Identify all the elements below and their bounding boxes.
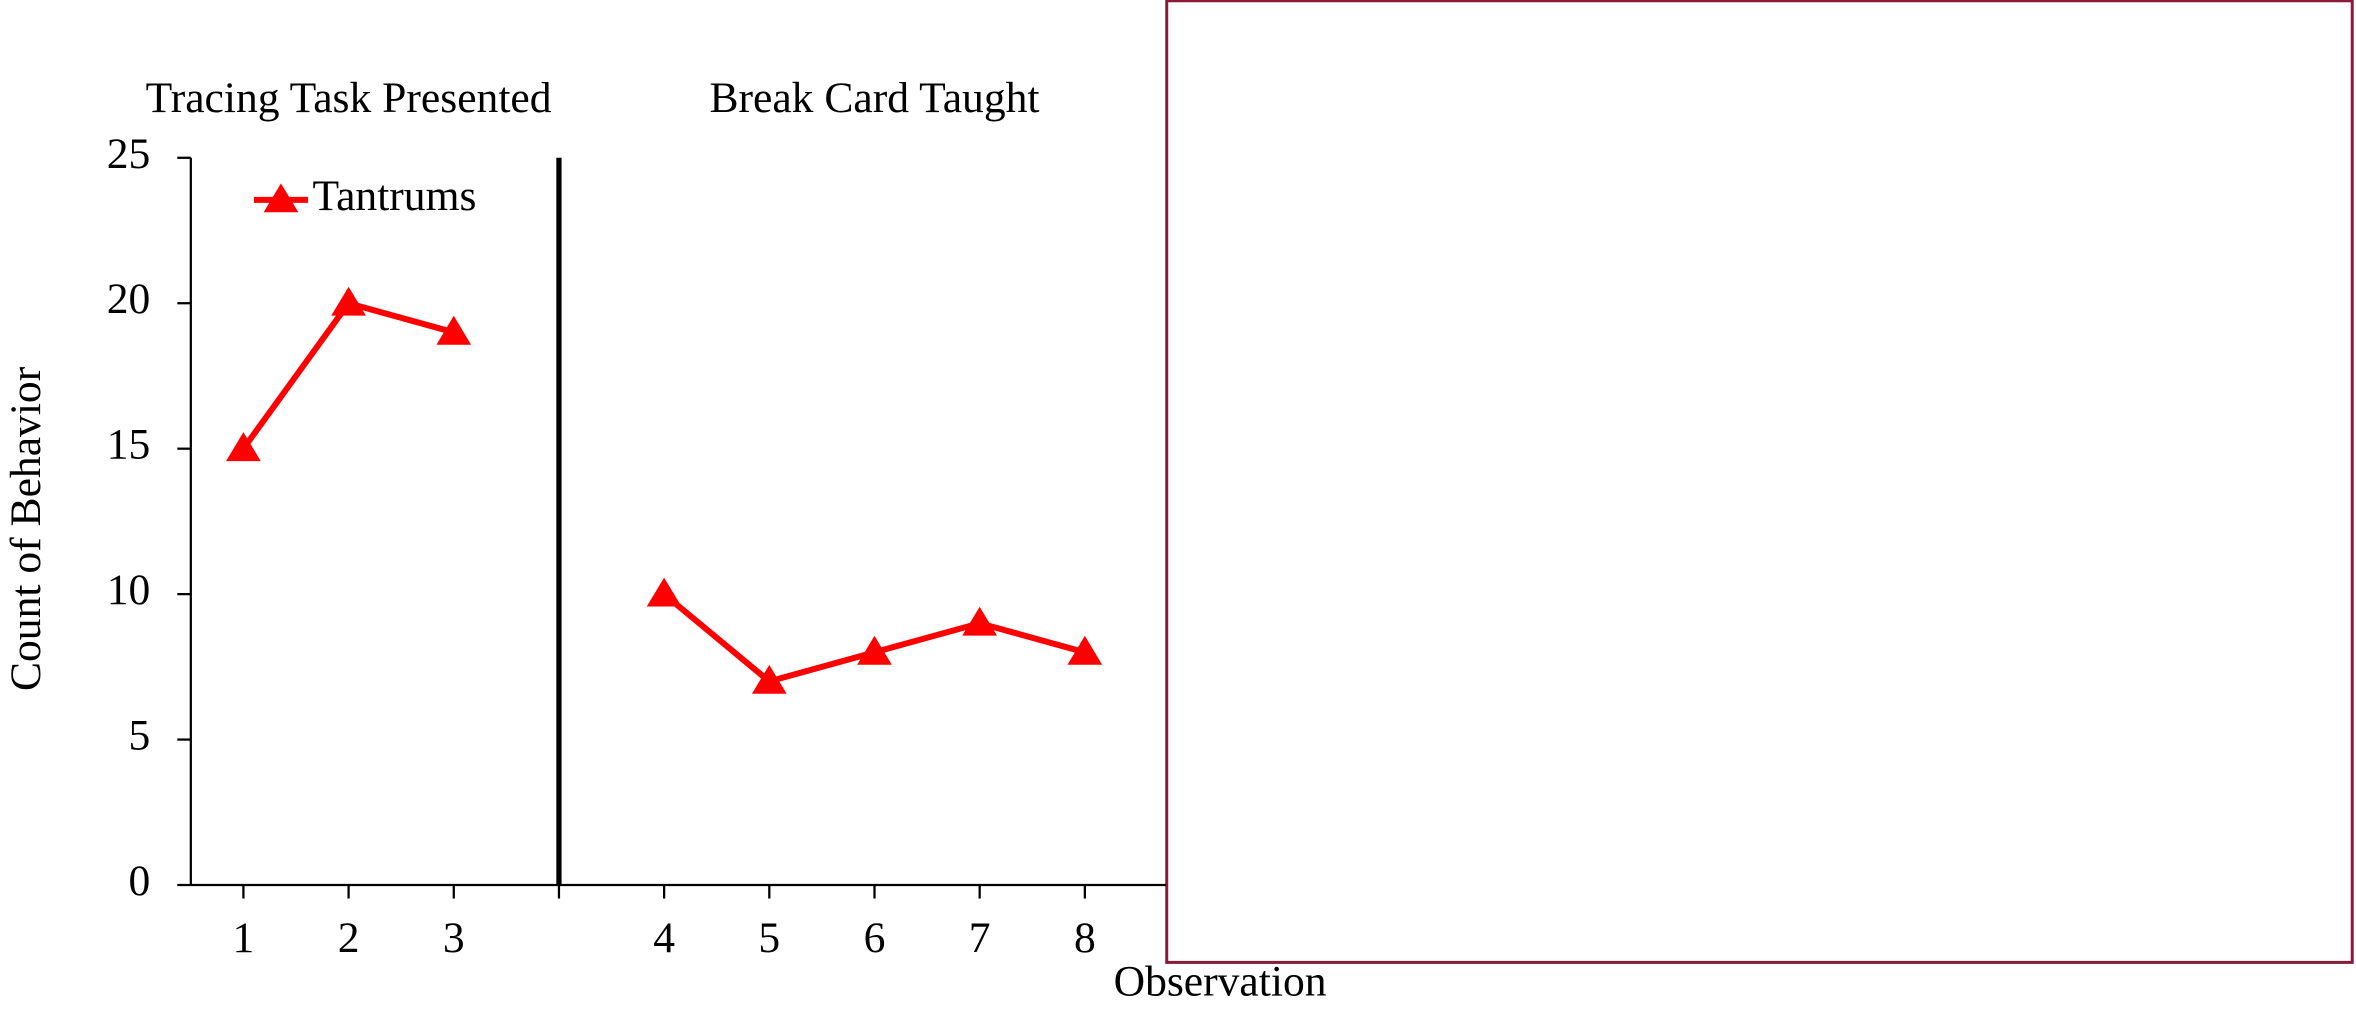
x-tick-label: 3	[443, 914, 465, 962]
data-point	[331, 286, 366, 316]
x-tick-label: 5	[758, 914, 780, 962]
data-point	[962, 606, 998, 636]
x-axis-label: Observation	[1114, 958, 1327, 1006]
phase-label: Tracing Task Presented	[146, 74, 552, 122]
data-line	[240, 300, 1086, 685]
y-tick-label: 15	[107, 421, 151, 469]
data-point	[1067, 635, 1103, 665]
data-point	[751, 664, 787, 694]
x-tick-label: 1	[233, 914, 255, 962]
y-axis-label: Count of Behavior	[2, 366, 50, 691]
legend-marker	[263, 183, 299, 213]
x-tick-label: 7	[969, 914, 991, 962]
y-tick-label: 25	[107, 130, 151, 178]
x-tick-label: 4	[653, 914, 675, 962]
empty-panel	[1165, 0, 2354, 964]
y-tick-label: 5	[128, 712, 150, 760]
data-point	[436, 315, 472, 345]
data-point	[646, 577, 682, 607]
x-tick-label: 2	[338, 914, 360, 962]
x-tick-label: 8	[1074, 914, 1096, 962]
x-tick-label: 6	[864, 914, 886, 962]
data-point	[857, 635, 892, 665]
y-tick-label: 20	[107, 275, 151, 323]
phase-label: Break Card Taught	[709, 74, 1039, 122]
legend-label: Tantrums	[313, 172, 477, 220]
data-point	[226, 432, 261, 462]
y-tick-label: 0	[128, 857, 150, 905]
y-tick-label: 10	[107, 566, 151, 614]
